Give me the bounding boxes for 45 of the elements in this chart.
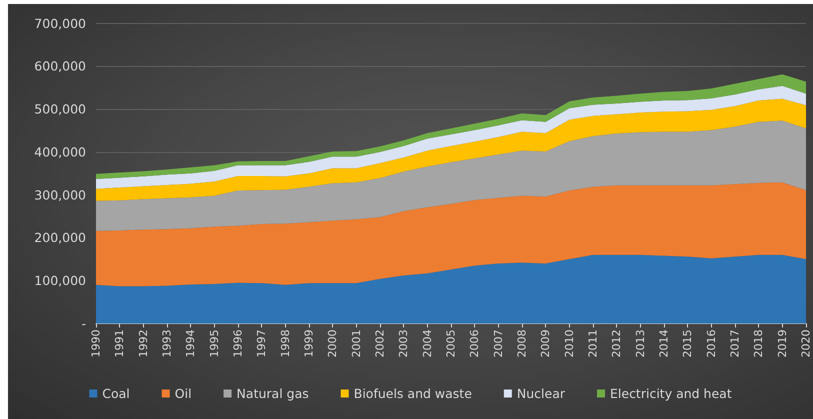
- x-tick-label: 1994: [184, 330, 198, 358]
- x-tick-label: 1993: [160, 330, 174, 358]
- x-tick-label: 1999: [302, 330, 316, 358]
- x-tick-label: 1997: [255, 330, 268, 358]
- x-tick-label: 2018: [752, 330, 766, 358]
- x-tick-label: 2020: [800, 330, 812, 358]
- x-tick-label: 1998: [278, 330, 292, 358]
- x-tick-label: 2001: [350, 330, 363, 358]
- x-tick-label: 2005: [444, 330, 458, 358]
- x-tick-label: 2006: [468, 330, 482, 358]
- y-tick-label: 100,000: [34, 273, 86, 288]
- x-tick-label: 2015: [681, 330, 694, 358]
- legend-label: Natural gas: [236, 386, 309, 401]
- x-tick-label: 1992: [136, 330, 150, 358]
- x-tick-label: 2017: [728, 330, 742, 358]
- y-tick-label: -: [81, 316, 86, 331]
- x-tick-label: 2014: [658, 330, 670, 358]
- y-tick-label: 700,000: [34, 16, 86, 31]
- legend-label: Electricity and heat: [610, 386, 732, 401]
- x-tick-label: 2010: [562, 330, 576, 358]
- y-tick-label: 500,000: [34, 102, 86, 117]
- x-tick-label: 2016: [704, 330, 718, 358]
- x-tick-label: 2008: [516, 330, 528, 358]
- x-tick-label: 2009: [539, 330, 552, 358]
- x-tick-label: 1996: [232, 330, 244, 358]
- x-tick-label: 2013: [634, 330, 647, 358]
- x-tick-label: 2011: [586, 330, 600, 358]
- y-tick-label: 300,000: [34, 187, 86, 202]
- x-tick-label: 2002: [374, 330, 386, 358]
- x-tick-label: 1995: [208, 330, 221, 358]
- legend-label: Oil: [174, 386, 192, 401]
- y-tick-label: 400,000: [34, 144, 86, 160]
- y-tick-label: 200,000: [34, 230, 86, 246]
- x-tick-label: 2007: [492, 330, 505, 358]
- x-tick-label: 2000: [326, 330, 340, 358]
- legend-label: Biofuels and waste: [354, 386, 472, 401]
- x-tick-label: 2004: [420, 330, 434, 358]
- x-tick-label: 2012: [610, 330, 624, 358]
- y-tick-label: 600,000: [34, 58, 86, 74]
- x-tick-label: 1991: [113, 330, 126, 358]
- legend-label: Coal: [102, 386, 130, 401]
- x-tick-label: 1990: [90, 330, 102, 358]
- x-tick-label: 2003: [397, 330, 410, 358]
- x-tick-label: 2019: [776, 330, 789, 358]
- legend-label: Nuclear: [516, 386, 566, 401]
